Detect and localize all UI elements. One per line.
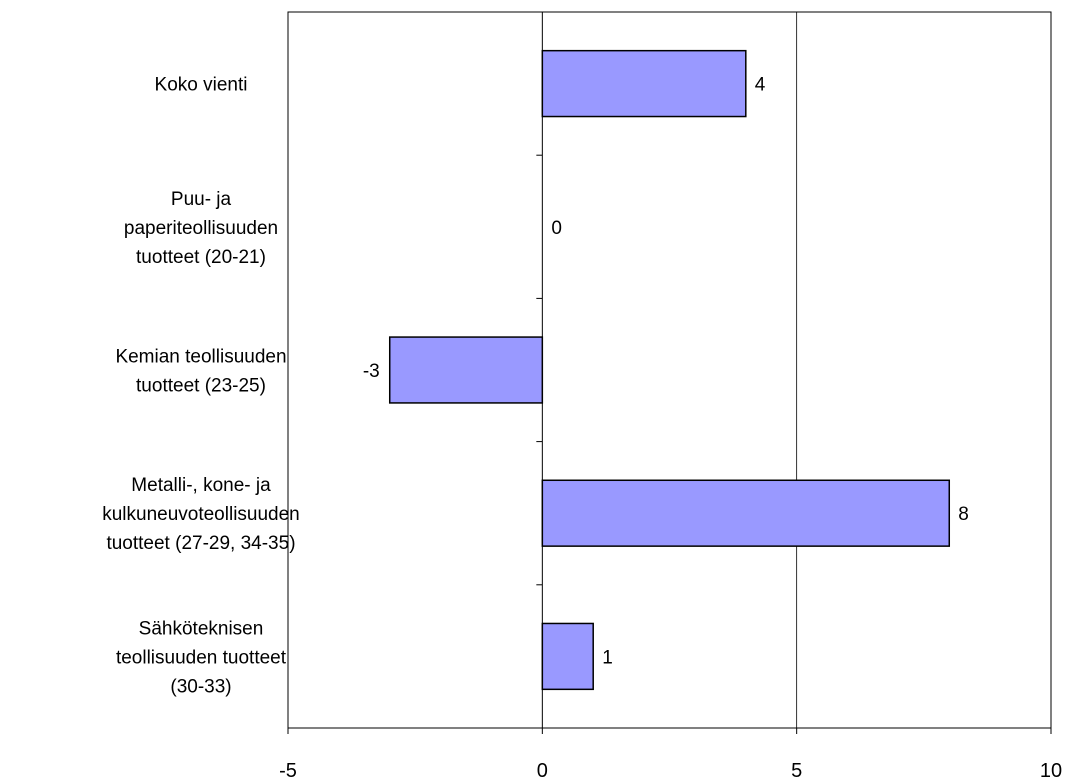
data-label: 8	[958, 504, 969, 525]
data-labels: 4 0 -3 8 1	[363, 75, 969, 669]
x-tick-label: 10	[1040, 760, 1062, 781]
data-label: 0	[551, 218, 562, 239]
x-tick-label: 5	[791, 760, 802, 781]
bar	[541, 49, 747, 118]
bar	[388, 336, 544, 404]
category-label: Kemian teollisuuden tuotteet (23-25)	[115, 347, 286, 397]
x-axis-ticks: -5 0 5 10	[279, 728, 1062, 781]
category-label: Metalli-, kone- ja kulkuneuvoteollisuuden…	[102, 475, 300, 554]
plot-area-frame	[287, 11, 1052, 729]
x-tick-label: 0	[537, 760, 548, 781]
category-label: Koko vienti	[155, 75, 248, 96]
data-label: -3	[363, 361, 380, 382]
category-label: Sähköteknisen teollisuuden tuotteet (30-33…	[116, 618, 287, 697]
data-label: 4	[755, 75, 766, 96]
category-label: Puu- ja paperiteollisuuden tuotteet (20-21…	[124, 189, 278, 268]
bar	[541, 479, 951, 547]
bar	[541, 622, 594, 691]
x-tick-label: -5	[279, 760, 297, 781]
category-labels: Koko vienti Puu- ja paperiteollisuuden tuot…	[102, 75, 300, 698]
data-label: 1	[602, 647, 613, 668]
bars	[388, 49, 951, 691]
